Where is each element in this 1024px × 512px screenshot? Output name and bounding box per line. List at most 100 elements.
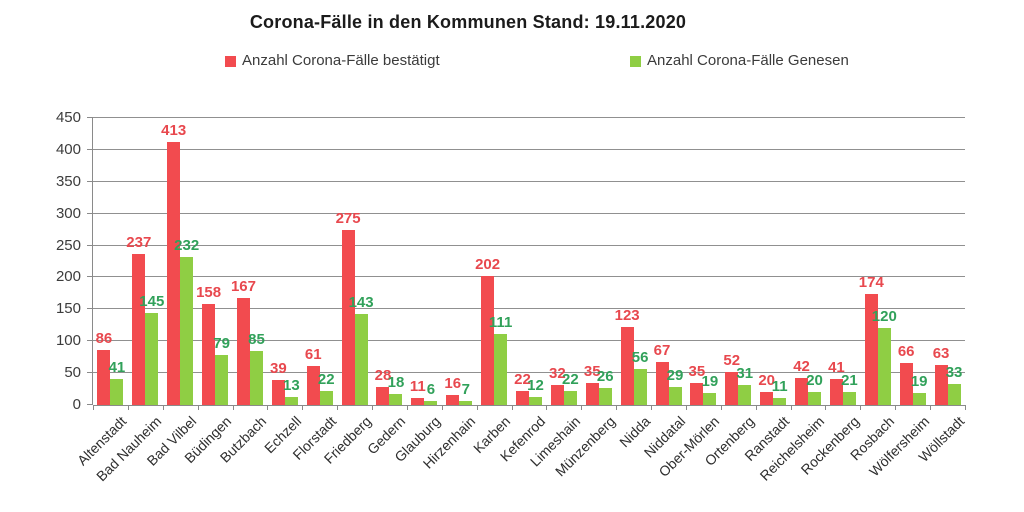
- recovered-bar: [808, 392, 822, 405]
- recovered-value-label: 20: [806, 372, 823, 389]
- recovered-bar: [773, 398, 787, 405]
- recovered-value-label: 11: [771, 378, 788, 395]
- gridline: [93, 372, 965, 374]
- recovered-bar: [319, 391, 333, 405]
- y-axis-tick: [87, 340, 93, 342]
- x-axis-tick: [232, 405, 234, 410]
- x-axis-tick: [337, 405, 339, 410]
- gridline: [93, 212, 965, 214]
- confirmed-value-label: 275: [335, 210, 361, 227]
- confirmed-value-label: 22: [514, 371, 531, 388]
- recovered-bar: [529, 397, 542, 405]
- recovered-value-label: 145: [139, 293, 165, 310]
- y-axis-tick-label: 400: [55, 140, 81, 158]
- recovered-value-label: 41: [108, 359, 126, 376]
- x-axis-tick: [720, 405, 722, 410]
- confirmed-bar: [795, 378, 809, 405]
- recovered-bar: [284, 397, 298, 405]
- confirmed-value-label: 158: [196, 284, 222, 301]
- x-axis-tick: [93, 405, 94, 410]
- gridline: [93, 148, 965, 150]
- gridline: [93, 340, 965, 342]
- x-axis-tick: [581, 405, 583, 410]
- confirmed-value-label: 167: [230, 278, 256, 295]
- legend-swatch-confirmed-icon: [225, 55, 236, 67]
- recovered-value-label: 111: [488, 314, 513, 331]
- confirmed-value-label: 123: [614, 307, 640, 324]
- confirmed-bar: [132, 254, 146, 405]
- recovered-value-label: 7: [461, 381, 470, 398]
- y-axis-tick-label: 300: [55, 204, 81, 222]
- recovered-bar: [738, 385, 752, 405]
- x-axis-line: [93, 405, 965, 406]
- recovered-bar: [354, 314, 368, 405]
- x-axis-tick: [616, 405, 618, 410]
- recovered-value-label: 143: [348, 294, 374, 311]
- confirmed-bar: [446, 395, 460, 405]
- confirmed-value-label: 237: [126, 234, 152, 251]
- x-axis-tick: [825, 405, 827, 410]
- confirmed-value-label: 11: [409, 378, 426, 395]
- recovered-value-label: 13: [282, 377, 300, 394]
- x-axis-tick: [197, 405, 199, 410]
- recovered-value-label: 18: [387, 374, 405, 391]
- gridline: [93, 276, 965, 278]
- confirmed-value-label: 16: [444, 375, 462, 392]
- confirmed-value-label: 202: [475, 256, 501, 273]
- y-axis-tick: [87, 117, 93, 118]
- confirmed-bar: [829, 379, 843, 405]
- y-axis-tick-label: 0: [72, 396, 81, 413]
- confirmed-bar: [934, 365, 948, 405]
- confirmed-value-label: 39: [269, 360, 287, 377]
- y-axis-tick-label: 50: [64, 364, 81, 382]
- confirmed-bar: [271, 380, 285, 405]
- confirmed-value-label: 67: [653, 342, 671, 359]
- chart-title: Corona-Fälle in den Kommunen Stand: 19.1…: [249, 12, 687, 32]
- confirmed-value-label: 35: [583, 363, 601, 380]
- y-axis-tick: [87, 180, 93, 182]
- recovered-bar: [389, 394, 403, 405]
- recovered-value-label: 120: [871, 308, 897, 325]
- gridline: [93, 244, 965, 246]
- confirmed-value-label: 35: [688, 363, 706, 380]
- recovered-value-label: 29: [666, 367, 684, 384]
- recovered-bar: [633, 369, 647, 405]
- confirmed-value-label: 66: [897, 343, 915, 360]
- legend-label-recovered: Anzahl Corona-Fälle Genesen: [647, 52, 849, 69]
- x-axis-tick: [651, 405, 653, 410]
- y-axis-tick: [87, 308, 93, 310]
- y-axis-tick: [87, 404, 93, 405]
- confirmed-bar: [620, 327, 634, 405]
- recovered-value-label: 85: [248, 331, 265, 348]
- x-axis-tick: [755, 405, 757, 410]
- x-axis-tick: [511, 405, 513, 410]
- confirmed-bar: [97, 350, 111, 405]
- recovered-bar: [110, 379, 124, 405]
- confirmed-value-label: 61: [304, 346, 322, 363]
- recovered-value-label: 6: [426, 381, 436, 398]
- recovered-value-label: 79: [213, 335, 230, 352]
- legend-swatch-recovered-icon: [630, 55, 641, 67]
- y-axis-tick: [87, 212, 93, 214]
- confirmed-bar: [899, 363, 913, 405]
- confirmed-bar: [236, 298, 250, 405]
- recovered-bar: [668, 387, 682, 405]
- confirmed-bar: [585, 383, 599, 405]
- confirmed-value-label: 174: [858, 274, 884, 291]
- recovered-bar: [494, 334, 508, 405]
- y-axis-tick-label: 150: [55, 300, 81, 318]
- confirmed-bar: [167, 142, 181, 405]
- confirmed-value-label: 20: [758, 372, 775, 389]
- legend-item-confirmed: Anzahl Corona-Fälle bestätigt: [225, 52, 440, 70]
- recovered-value-label: 31: [736, 365, 754, 382]
- y-axis-tick-label: 250: [55, 236, 81, 254]
- recovered-value-label: 22: [317, 371, 335, 388]
- recovered-bar: [180, 257, 194, 405]
- y-axis-tick-label: 100: [55, 332, 81, 350]
- gridline: [93, 117, 965, 118]
- confirmed-value-label: 63: [932, 345, 950, 362]
- confirmed-bar: [864, 294, 878, 405]
- recovered-bar: [947, 384, 961, 405]
- recovered-value-label: 12: [527, 377, 544, 394]
- legend-item-recovered: Anzahl Corona-Fälle Genesen: [630, 52, 849, 70]
